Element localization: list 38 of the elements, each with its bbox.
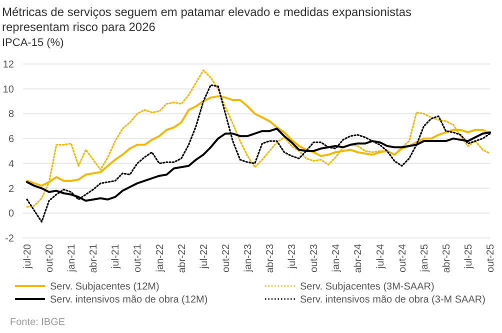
x-tick-label: out-25 (486, 244, 496, 272)
y-tick-label: 2 (8, 184, 14, 195)
x-tick-label: out-21 (132, 244, 144, 272)
x-tick-label: jan-22 (154, 244, 166, 273)
x-tick-label: jul-25 (463, 244, 474, 270)
x-tick-label: abr-24 (353, 244, 364, 273)
x-tick-label: jan-25 (419, 244, 430, 273)
x-tick-label: jul-21 (110, 244, 122, 270)
line-series (26, 69, 491, 208)
x-tick-label: abr-21 (88, 244, 100, 273)
y-tick-label: 12 (2, 60, 14, 70)
x-tick-label: jul-20 (22, 244, 34, 270)
x-tick-label: jan-23 (242, 244, 254, 273)
y-tick-label: 8 (8, 109, 14, 120)
x-tick-label: jul-23 (287, 244, 298, 270)
y-tick-label: 4 (8, 158, 14, 170)
x-tick-label: jan-21 (66, 244, 78, 273)
source-note: Fonte: IBGE (10, 317, 66, 328)
y-tick-label: 6 (8, 134, 14, 146)
legend-label: Serv. intensivos mão de obra (12M) (50, 294, 208, 306)
x-tick-label: abr-25 (441, 244, 452, 273)
x-tick-label: abr-23 (265, 244, 276, 273)
legend-label: Serv. Subjacentes (12M) (50, 282, 160, 292)
x-tick-label: out-24 (397, 244, 408, 272)
x-tick-label: jul-22 (198, 244, 210, 270)
legend-label: Serv. intensivos mão de obra (3-M SAAR) (300, 294, 486, 306)
x-tick-label: jan-24 (331, 244, 342, 273)
chart-subtitle: IPCA-15 (%) (2, 37, 64, 49)
legend-label: Serv. Subjacentes (3M-SAAR) (300, 282, 434, 292)
x-tick-label: abr-22 (176, 244, 188, 273)
y-tick-label: 10 (2, 84, 14, 96)
x-tick-label: out-23 (309, 244, 320, 272)
x-tick-label: out-22 (220, 244, 232, 272)
x-tick-label: jul-24 (375, 244, 386, 270)
y-tick-label: -2 (5, 234, 14, 244)
x-tick-label: out-20 (44, 244, 56, 272)
chart-title: Métricas de serviços seguem em patamar elevado e medidas expansionistas representam risco para 2026 (2, 5, 412, 34)
y-tick-label: 0 (8, 208, 14, 220)
